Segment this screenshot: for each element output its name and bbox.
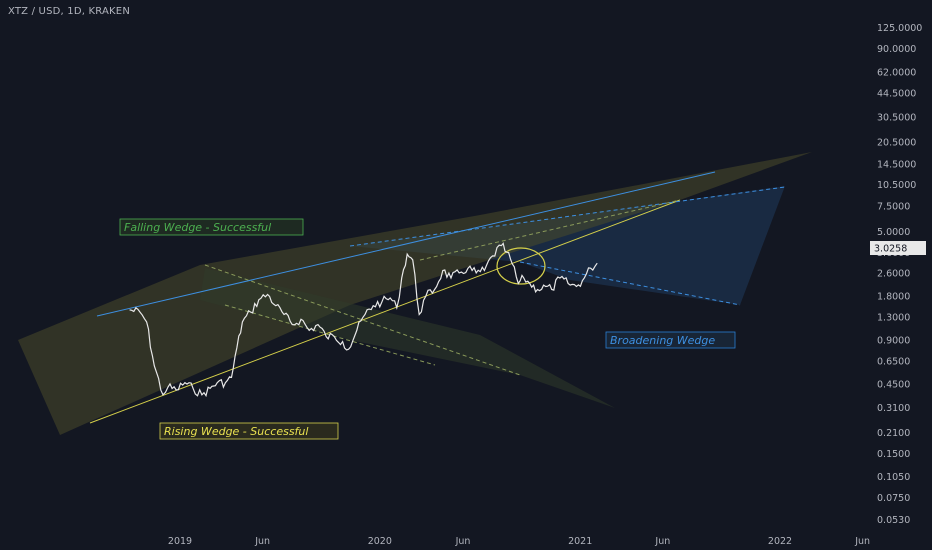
chart-title: XTZ / USD, 1D, KRAKEN	[8, 6, 131, 17]
y-tick-label: 2.6000	[877, 268, 910, 279]
y-tick-label: 20.5000	[877, 138, 916, 149]
rising-wedge-area	[18, 152, 812, 435]
y-tick-label: 0.2100	[877, 428, 910, 439]
y-axis[interactable]: 125.0000 90.0000 62.0000 44.5000 30.5000 20.5…	[877, 23, 922, 526]
y-tick-label: 0.9000	[877, 336, 910, 347]
falling-wedge-area	[200, 268, 615, 408]
y-tick-label: 0.6500	[877, 356, 910, 367]
y-tick-label: 7.5000	[877, 201, 910, 212]
x-tick-label: Jun	[254, 536, 270, 547]
falling-wedge-annotation: Falling Wedge - Successful	[119, 218, 304, 236]
x-tick-label: 2022	[768, 536, 792, 547]
broadening-wedge-area	[350, 186, 785, 305]
highlight-circle	[496, 247, 546, 285]
y-tick-label: 90.0000	[877, 44, 916, 55]
broadening-wedge-label: Broadening Wedge	[610, 334, 715, 347]
x-tick-label: 2021	[568, 536, 592, 547]
y-tick-label: 0.3100	[877, 403, 910, 414]
rising-wedge-upper-line	[96, 171, 716, 317]
y-tick-label: 10.5000	[877, 180, 916, 191]
y-tick-label: 30.5000	[877, 112, 916, 123]
y-tick-label: 0.0530	[877, 515, 910, 526]
x-tick-label: 2020	[368, 536, 392, 547]
x-tick-label: Jun	[654, 536, 670, 547]
y-tick-label: 0.0750	[877, 493, 910, 504]
current-price-label: 3.0258	[874, 244, 907, 255]
falling-wedge-lower-line	[224, 304, 436, 366]
rising-wedge-lower-line	[89, 199, 681, 424]
x-tick-label: 2019	[168, 536, 192, 547]
y-tick-label: 0.1050	[877, 472, 910, 483]
y-tick-label: 1.8000	[877, 292, 910, 303]
y-tick-label: 5.0000	[877, 227, 910, 238]
x-tick-label: Jun	[455, 536, 471, 547]
broadening-wedge-annotation: Broadening Wedge	[605, 331, 736, 349]
y-tick-label: 14.5000	[877, 160, 916, 171]
falling-wedge-label: Falling Wedge - Successful	[124, 221, 271, 234]
drawings-layer	[18, 152, 812, 435]
rising-wedge-annotation: Rising Wedge - Successful	[159, 422, 339, 440]
rising-wedge-label: Rising Wedge - Successful	[164, 425, 308, 438]
y-tick-label: 62.0000	[877, 67, 916, 78]
x-tick-label: Jun	[854, 536, 870, 547]
current-price-marker: 3.0258	[870, 241, 926, 255]
y-tick-label: 44.5000	[877, 88, 916, 99]
broadening-wedge-upper-line	[349, 186, 786, 247]
x-axis[interactable]: 2019 Jun 2020 Jun 2021 Jun 2022 Jun	[168, 536, 870, 547]
y-tick-label: 0.4500	[877, 380, 910, 391]
mid-dashed-line	[419, 199, 681, 261]
y-tick-label: 125.0000	[877, 23, 922, 34]
broadening-wedge-lower-line	[519, 261, 741, 306]
price-series-line	[129, 242, 598, 398]
y-tick-label: 1.3000	[877, 312, 910, 323]
y-tick-label: 0.1500	[877, 449, 910, 460]
